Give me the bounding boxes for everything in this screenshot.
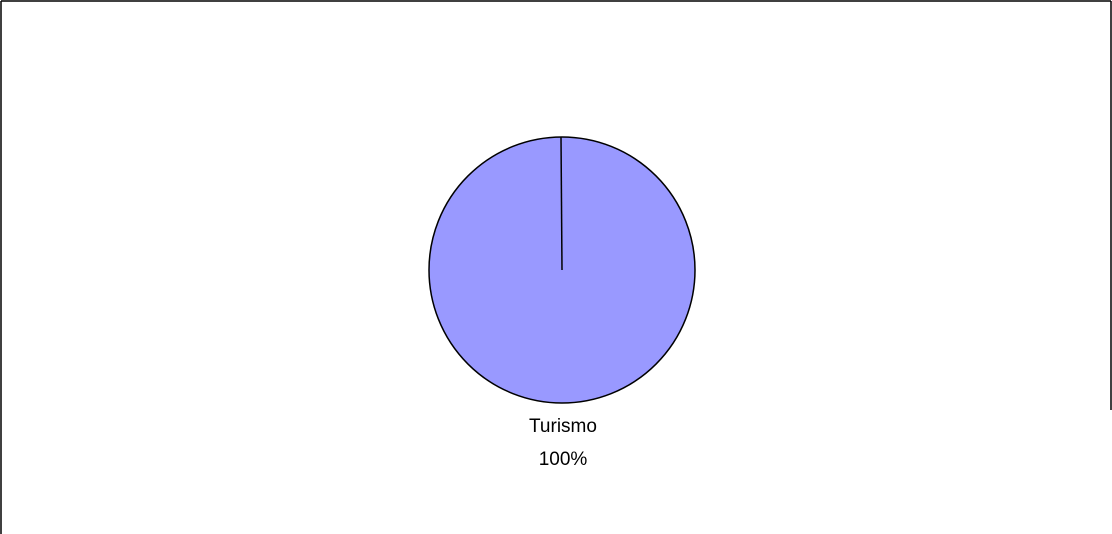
slice-label-value: 100% — [539, 449, 588, 470]
pie-slice-seam — [560, 136, 563, 271]
pie-slices — [428, 136, 696, 404]
slice-label-name: Turismo — [529, 416, 597, 437]
slice-labels: Turismo 100% — [529, 416, 597, 470]
